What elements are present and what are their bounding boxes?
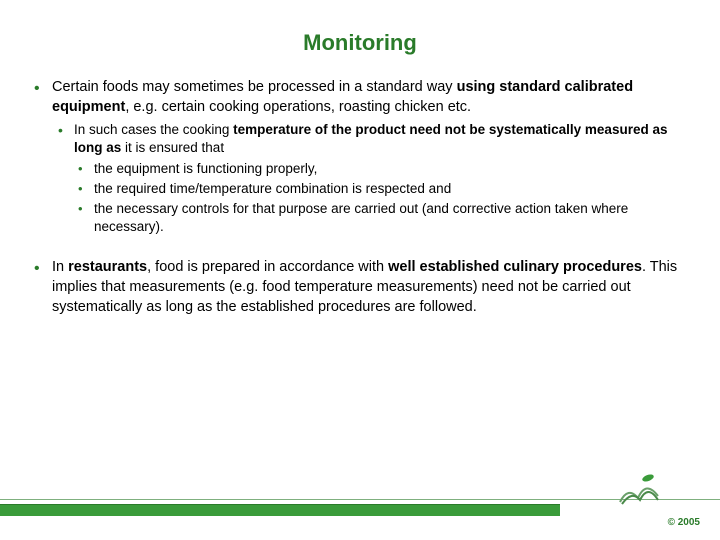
slide-footer: © 2005 [0, 480, 720, 530]
logo-icon [618, 468, 660, 508]
bullet-item: the required time/temperature combinatio… [74, 180, 690, 198]
text-run: the required time/temperature combinatio… [94, 181, 451, 196]
footer-bar [0, 504, 560, 516]
slide: Monitoring Certain foods may sometimes b… [0, 0, 720, 540]
text-run: it is ensured that [125, 140, 224, 155]
bullet-sublist: the equipment is functioning properly, th… [74, 160, 690, 237]
text-run: Certain foods may sometimes be processed… [52, 79, 457, 95]
bullet-item: Certain foods may sometimes be processed… [30, 78, 690, 236]
bullet-list: Certain foods may sometimes be processed… [30, 78, 690, 317]
text-run: well established culinary procedures [388, 259, 642, 275]
slide-title: Monitoring [30, 30, 690, 56]
copyright-text: © 2005 [668, 517, 700, 528]
text-run: restaurants [68, 259, 147, 275]
slide-content: Certain foods may sometimes be processed… [30, 78, 690, 317]
text-run: the equipment is functioning properly, [94, 161, 317, 176]
text-run: the necessary controls for that purpose … [94, 201, 628, 234]
bullet-item: In restaurants, food is prepared in acco… [30, 258, 690, 317]
text-run: In such cases the cooking [74, 122, 233, 137]
text-run: , e.g. certain cooking operations, roast… [125, 99, 471, 115]
text-run: , food is prepared in accordance with [147, 259, 388, 275]
text-run: In [52, 259, 68, 275]
bullet-item: the equipment is functioning properly, [74, 160, 690, 178]
bullet-item: the necessary controls for that purpose … [74, 200, 690, 236]
footer-line [0, 499, 720, 500]
bullet-sublist: In such cases the cooking temperature of… [52, 121, 690, 236]
bullet-item: In such cases the cooking temperature of… [52, 121, 690, 236]
